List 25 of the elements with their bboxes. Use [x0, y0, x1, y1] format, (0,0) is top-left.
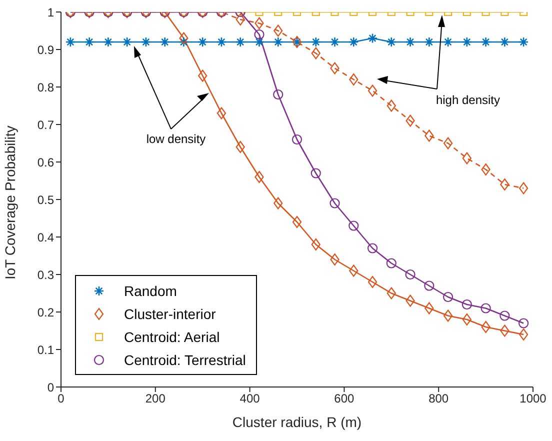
y-tick-label: 0.2 — [37, 305, 54, 320]
y-tick-label: 0.5 — [37, 192, 54, 207]
y-axis-title: IoT Coverage Probability — [2, 126, 18, 280]
y-tick-label: 0.6 — [37, 155, 54, 170]
legend-label: Centroid: Aerial — [124, 328, 220, 344]
x-tick-label: 800 — [428, 392, 449, 406]
annotation: high density — [436, 93, 500, 107]
x-tick-label: 200 — [145, 392, 166, 406]
x-axis-title: Cluster radius, R (m) — [232, 414, 362, 430]
y-tick-label: 0 — [47, 380, 54, 394]
legend-label: Centroid: Terrestrial — [124, 352, 246, 368]
annotation: low density — [146, 132, 206, 146]
x-tick-label: 0 — [58, 392, 65, 406]
y-tick-label: 0.8 — [37, 80, 54, 94]
y-tick-label: 0.4 — [37, 230, 54, 244]
y-tick-label: 0.1 — [37, 342, 54, 357]
x-tick-label: 600 — [334, 392, 355, 406]
y-tick-label: 1 — [47, 5, 54, 20]
legend-label: Cluster-interior — [124, 306, 216, 322]
x-tick-label: 400 — [240, 392, 260, 406]
legend-label: Random — [124, 282, 177, 298]
y-tick-label: 0.7 — [37, 118, 54, 132]
x-tick-label: 1000 — [520, 392, 547, 406]
y-tick-label: 0.3 — [37, 268, 54, 282]
y-tick-label: 0.9 — [37, 42, 54, 57]
